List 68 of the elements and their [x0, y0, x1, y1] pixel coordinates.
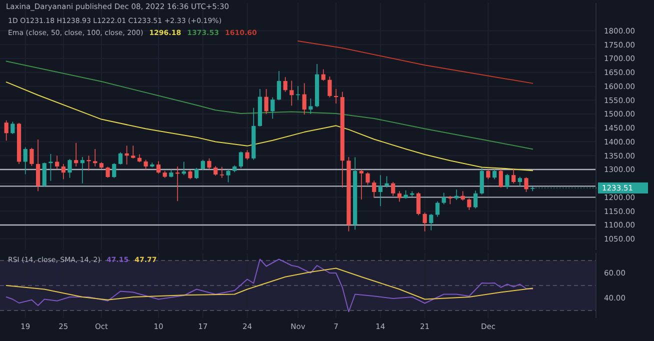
- candlestick: [144, 159, 148, 170]
- candlestick: [302, 82, 306, 115]
- candlestick: [131, 145, 136, 159]
- candlestick: [156, 160, 161, 174]
- candlestick: [442, 192, 446, 205]
- candlestick: [42, 162, 46, 188]
- candlestick: [226, 169, 230, 183]
- candlestick: [270, 96, 275, 120]
- candlestick: [492, 169, 497, 180]
- candlestick: [55, 155, 60, 170]
- line-series: [6, 82, 534, 172]
- line-series: [6, 258, 534, 312]
- candlestick: [480, 167, 484, 195]
- candlestick: [416, 192, 421, 216]
- candlestick: [86, 155, 91, 172]
- candlestick: [308, 98, 313, 114]
- candlestick: [30, 147, 34, 166]
- candlestick: [366, 172, 370, 186]
- candlestick: [454, 189, 459, 200]
- candlestick: [429, 214, 434, 231]
- candlestick: [372, 180, 376, 198]
- candlestick: [384, 176, 389, 188]
- candlestick: [276, 70, 282, 101]
- candlestick: [194, 167, 199, 180]
- line-series: [6, 268, 534, 300]
- candlestick: [245, 150, 250, 160]
- candlestick: [359, 169, 364, 200]
- candlestick: [74, 142, 78, 167]
- candlestick: [220, 166, 224, 178]
- candlestick: [422, 212, 427, 232]
- candlestick: [460, 190, 465, 201]
- candlestick: [486, 169, 490, 180]
- candlestick: [264, 88, 268, 114]
- candlestick: [435, 201, 440, 218]
- candlestick: [61, 164, 66, 180]
- line-series: [6, 60, 534, 150]
- candlestick: [290, 80, 294, 106]
- candlestick: [36, 139, 40, 192]
- candlestick: [283, 76, 288, 92]
- candlestick: [48, 154, 53, 182]
- candlestick: [467, 198, 472, 210]
- candlestick: [68, 158, 72, 178]
- candlestick: [238, 151, 243, 169]
- candlestick: [378, 174, 382, 207]
- candlestick: [200, 159, 205, 170]
- candlestick: [328, 76, 332, 98]
- candlestick: [10, 121, 15, 134]
- candlestick: [321, 68, 326, 82]
- candlestick: [473, 190, 478, 209]
- candlestick: [118, 152, 123, 165]
- candlestick: [214, 166, 218, 176]
- candlestick: [4, 120, 8, 142]
- candlestick: [93, 148, 98, 167]
- candlestick: [207, 158, 212, 170]
- candlestick: [23, 146, 28, 175]
- candlestick: [112, 162, 116, 178]
- candlestick: [498, 168, 503, 188]
- candlestick: [391, 182, 396, 196]
- candlestick: [188, 170, 192, 180]
- candlestick: [124, 145, 129, 165]
- candlestick: [397, 190, 402, 202]
- candlestick: [518, 176, 522, 187]
- candlestick: [106, 166, 110, 178]
- candlestick: [505, 174, 510, 190]
- candlestick: [80, 156, 84, 184]
- line-series: [298, 40, 534, 84]
- candlestick: [524, 176, 528, 192]
- candlestick: [512, 168, 516, 184]
